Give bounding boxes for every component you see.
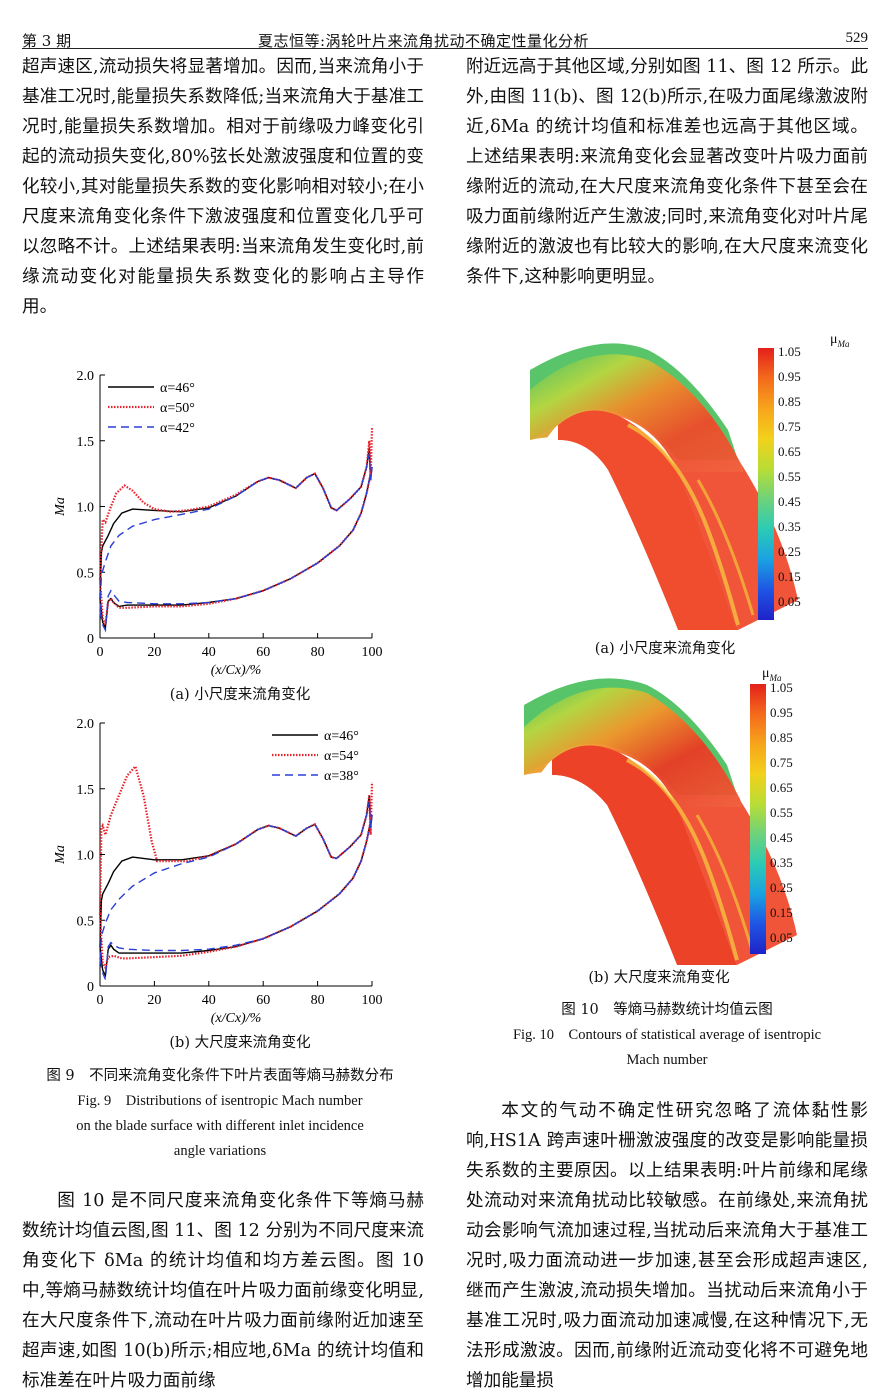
colorbar-tick-label: 0.95: [778, 369, 801, 384]
series-line-upper: [99, 447, 373, 599]
colorbar-tick-label: 0.25: [778, 544, 801, 559]
legend-label: α=38°: [324, 769, 359, 784]
colorbar-tick-label: 0.45: [778, 494, 801, 509]
y-tick-label: 2.0: [77, 717, 95, 732]
fig9b-chart: 0 0.5 1.0 1.5 2.0 0 20 40 60 80 100 Ma (x/Cx)/% α=46°…: [53, 717, 383, 1026]
legend-label: α=54°: [324, 749, 359, 764]
fig10-caption: 图 10 等熵马赫数统计均值云图 Fig. 10 Contours of sta…: [466, 998, 868, 1073]
x-tick-label: 100: [362, 645, 383, 660]
y-tick-label: 1.0: [77, 501, 95, 516]
y-tick-label: 2.0: [77, 369, 95, 384]
fig10-caption-en-2: Mach number: [626, 1052, 708, 1068]
colorbar-tick-label: 0.35: [778, 519, 801, 534]
colorbar-tick-label: 0.75: [778, 419, 801, 434]
running-header: 第 3 期 夏志恒等:涡轮叶片来流角扰动不确定性量化分析 529: [22, 8, 868, 50]
series-line-upper: [98, 764, 374, 914]
fig10a-contour: [530, 343, 798, 630]
colorbar-tick-label: 0.15: [770, 905, 793, 920]
colorbar-tick-label: 0.15: [778, 569, 801, 584]
series-line-upper: [99, 795, 373, 947]
x-tick-label: 80: [311, 993, 325, 1008]
x-axis-label: (x/Cx)/%: [211, 663, 262, 678]
fig10-caption-cn: 图 10 等熵马赫数统计均值云图: [561, 1002, 773, 1018]
colorbar-tick-label: 0.65: [778, 444, 801, 459]
x-tick-label: 60: [256, 993, 270, 1008]
y-tick-label: 0: [87, 980, 94, 995]
x-tick-label: 0: [97, 993, 104, 1008]
left-bottom-paragraph: 图 10 是不同尺度来流角变化条件下等熵马赫数统计均值云图,图 11、图 12 …: [22, 1191, 424, 1391]
x-tick-label: 60: [256, 645, 270, 660]
series-line-lower: [99, 466, 373, 633]
colorbar-tick-label: 0.05: [778, 594, 801, 609]
y-tick-label: 0.5: [77, 566, 95, 581]
running-title: 夏志恒等:涡轮叶片来流角扰动不确定性量化分析: [258, 32, 590, 50]
right-bottom-paragraph: 本文的气动不确定性研究忽略了流体黏性影响,HS1A 跨声速叶栅激波强度的改变是影…: [466, 1101, 868, 1391]
fig9-caption-en-2: on the blade surface with different inle…: [76, 1118, 364, 1134]
fig10-caption-en-1: Fig. 10 Contours of statistical average …: [512, 1027, 822, 1043]
fig10b-colorbar-title: μMa: [762, 666, 782, 683]
issue-number: 第 3 期: [22, 32, 72, 50]
legend-label: α=50°: [160, 401, 195, 416]
fig9-caption-en-3: angle variations: [173, 1143, 267, 1159]
legend-label: α=42°: [160, 421, 195, 436]
colorbar-tick-label: 0.55: [778, 469, 801, 484]
series-line-lower: [99, 814, 373, 978]
colorbar-tick-label: 0.75: [770, 755, 793, 770]
series-line-lower: [98, 466, 374, 630]
colorbar-tick-label: 1.05: [778, 344, 801, 359]
fig10b-colorbar-ticks: 1.05 0.95 0.85 0.75 0.65 0.55 0.45 0.35 0.25 0.15…: [770, 680, 820, 961]
colorbar-tick-label: 0.85: [778, 394, 801, 409]
y-tick-label: 1.0: [77, 849, 95, 864]
y-axis-label: Ma: [53, 497, 68, 517]
y-tick-label: 0: [87, 632, 94, 647]
fig10a-colorbar-title: μMa: [830, 332, 850, 349]
header-rule: [22, 48, 868, 49]
series-line-upper: [98, 427, 374, 579]
series-line-upper: [99, 801, 373, 960]
colorbar-tick-label: 0.45: [770, 830, 793, 845]
fig10b-colorbar: [750, 684, 766, 954]
x-tick-label: 80: [311, 645, 325, 660]
x-tick-label: 40: [202, 645, 216, 660]
page-number: 529: [845, 30, 869, 46]
fig10a-colorbar: [758, 348, 774, 620]
y-tick-label: 1.5: [77, 783, 95, 798]
left-top-paragraph: 超声速区,流动损失将显著增加。因而,当来流角小于基准工况时,能量损失系数降低;当…: [22, 57, 424, 317]
right-top-paragraph: 附近远高于其他区域,分别如图 11、图 12 所示。此外,由图 11(b)、图 …: [466, 57, 868, 287]
colorbar-tick-label: 0.65: [770, 780, 793, 795]
y-axis-label: Ma: [53, 845, 68, 865]
colorbar-tick-label: 0.85: [770, 730, 793, 745]
fig10b-subcaption: (b) 大尺度来流角变化: [588, 970, 730, 986]
fig9a-subcaption: (a) 小尺度来流角变化: [169, 687, 311, 703]
fig9a-chart: 0 0.5 1.0 1.5 2.0 0 20 40 60 80 100 Ma (x/Cx)/% α=46°…: [53, 369, 383, 678]
fig9-caption-cn: 图 9 不同来流角变化条件下叶片表面等熵马赫数分布: [46, 1068, 394, 1084]
fig10a-subcaption: (a) 小尺度来流角变化: [594, 641, 736, 657]
colorbar-tick-label: 0.95: [770, 705, 793, 720]
x-axis-label: (x/Cx)/%: [211, 1011, 262, 1026]
fig9-caption: 图 9 不同来流角变化条件下叶片表面等熵马赫数分布 Fig. 9 Distrib…: [10, 1064, 430, 1164]
colorbar-tick-label: 0.25: [770, 880, 793, 895]
colorbar-tick-label: 0.35: [770, 855, 793, 870]
series-line-upper: [99, 453, 373, 612]
fig9-caption-en-1: Fig. 9 Distributions of isentropic Mach …: [77, 1093, 363, 1109]
y-tick-label: 0.5: [77, 914, 95, 929]
colorbar-tick-label: 1.05: [770, 680, 793, 695]
x-tick-label: 20: [147, 645, 161, 660]
legend-label: α=46°: [160, 381, 195, 396]
x-tick-label: 100: [362, 993, 383, 1008]
colorbar-tick-label: 0.55: [770, 805, 793, 820]
x-tick-label: 20: [147, 993, 161, 1008]
series-line-lower: [99, 814, 373, 980]
colorbar-tick-label: 0.05: [770, 930, 793, 945]
fig9b-subcaption: (b) 大尺度来流角变化: [169, 1035, 311, 1051]
fig10b-contour: [524, 678, 797, 965]
x-tick-label: 0: [97, 645, 104, 660]
x-tick-label: 40: [202, 993, 216, 1008]
fig10a-colorbar-ticks: 1.05 0.95 0.85 0.75 0.65 0.55 0.45 0.35 0.25 0.15…: [778, 344, 828, 625]
y-tick-label: 1.5: [77, 435, 95, 450]
legend-label: α=46°: [324, 729, 359, 744]
